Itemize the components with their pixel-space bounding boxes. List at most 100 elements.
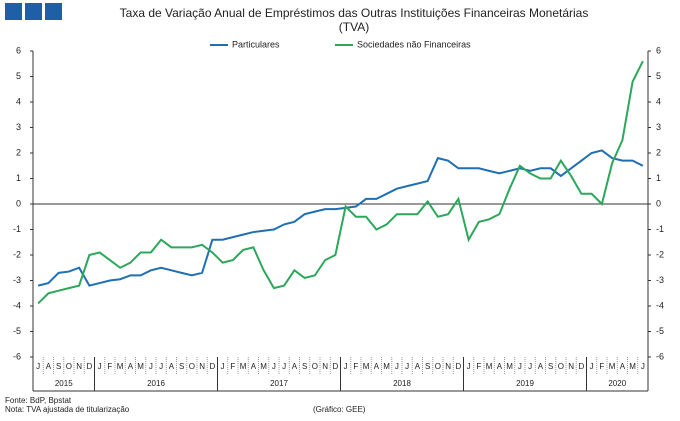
y-tick-label: 1 [16, 173, 21, 183]
x-tick-label: F [476, 362, 481, 371]
x-tick-label: J [395, 362, 399, 371]
x-tick-label: N [322, 362, 328, 371]
x-tick-label: D [209, 362, 215, 371]
x-tick-label: M [506, 362, 513, 371]
y2-tick-label: 2 [656, 147, 661, 157]
x-tick-label: N [199, 362, 205, 371]
x-tick-label: O [189, 362, 195, 371]
x-tick-label: A [620, 362, 626, 371]
x-tick-label: A [497, 362, 503, 371]
logo-square [25, 3, 42, 20]
year-label: 2016 [147, 379, 165, 388]
y2-tick-label: 4 [656, 96, 661, 106]
x-tick-label: O [558, 362, 564, 371]
y2-tick-label: 5 [656, 71, 661, 81]
y2-tick-label: 0 [656, 198, 661, 208]
x-tick-label: J [641, 362, 645, 371]
legend-label: Particulares [232, 39, 280, 49]
x-tick-label: F [107, 362, 112, 371]
x-tick-label: M [383, 362, 390, 371]
series-line [37, 149, 644, 287]
x-tick-label: S [179, 362, 184, 371]
y2-tick-label: -1 [656, 224, 664, 234]
y2-tick-label: -2 [656, 249, 664, 259]
x-tick-label: S [548, 362, 553, 371]
x-tick-label: D [332, 362, 338, 371]
x-tick-label: J [36, 362, 40, 371]
y2-tick-label: -4 [656, 300, 664, 310]
year-label: 2019 [516, 379, 534, 388]
x-tick-label: F [353, 362, 358, 371]
x-tick-label: O [435, 362, 441, 371]
x-tick-label: O [312, 362, 318, 371]
x-tick-label: F [599, 362, 604, 371]
x-tick-label: J [272, 362, 276, 371]
x-tick-label: A [169, 362, 175, 371]
x-tick-label: J [159, 362, 163, 371]
x-tick-label: M [260, 362, 267, 371]
y-tick-label: -5 [13, 326, 21, 336]
x-tick-label: A [128, 362, 134, 371]
y-tick-label: 0 [16, 198, 21, 208]
x-tick-label: J [282, 362, 286, 371]
y2-tick-label: -5 [656, 326, 664, 336]
x-tick-label: A [538, 362, 544, 371]
x-tick-label: S [425, 362, 430, 371]
x-tick-label: J [221, 362, 225, 371]
x-tick-label: N [568, 362, 574, 371]
x-tick-label: S [302, 362, 307, 371]
y2-tick-label: 6 [656, 45, 661, 55]
chart-subtitle: (TVA) [339, 20, 369, 34]
x-tick-label: M [629, 362, 636, 371]
x-tick-label: J [344, 362, 348, 371]
logo-square [45, 3, 62, 20]
year-label: 2020 [608, 379, 626, 388]
x-tick-label: A [292, 362, 298, 371]
x-tick-label: D [455, 362, 461, 371]
logo-square [5, 3, 22, 20]
x-tick-label: F [230, 362, 235, 371]
x-tick-label: A [415, 362, 421, 371]
y-tick-label: -4 [13, 300, 21, 310]
x-tick-label: M [240, 362, 247, 371]
year-label: 2017 [270, 379, 288, 388]
y-tick-label: 3 [16, 122, 21, 132]
y-tick-label: -1 [13, 224, 21, 234]
x-tick-label: M [117, 362, 124, 371]
x-tick-label: J [518, 362, 522, 371]
y2-tick-label: -6 [656, 351, 664, 361]
x-tick-label: D [86, 362, 92, 371]
y-tick-label: 6 [16, 45, 21, 55]
y-tick-label: -6 [13, 351, 21, 361]
x-tick-label: M [363, 362, 370, 371]
x-tick-label: J [590, 362, 594, 371]
x-tick-label: N [76, 362, 82, 371]
x-tick-label: J [528, 362, 532, 371]
legend-label: Sociedades não Financeiras [357, 39, 471, 49]
y2-tick-label: 1 [656, 173, 661, 183]
y-tick-label: 2 [16, 147, 21, 157]
x-tick-label: M [486, 362, 493, 371]
x-tick-label: J [405, 362, 409, 371]
x-tick-label: S [56, 362, 61, 371]
y-tick-label: -2 [13, 249, 21, 259]
year-label: 2018 [393, 379, 411, 388]
x-tick-label: J [149, 362, 153, 371]
y-tick-label: 5 [16, 71, 21, 81]
x-tick-label: O [66, 362, 72, 371]
y2-tick-label: 3 [656, 122, 661, 132]
x-tick-label: J [98, 362, 102, 371]
x-tick-label: N [445, 362, 451, 371]
x-tick-label: J [467, 362, 471, 371]
credit: (Gráfico: GEE) [313, 405, 366, 414]
x-tick-label: A [46, 362, 52, 371]
year-label: 2015 [55, 379, 73, 388]
series-line [37, 60, 644, 305]
chart-title: Taxa de Variação Anual de Empréstimos da… [120, 6, 589, 20]
y-tick-label: 4 [16, 96, 21, 106]
note: Nota: TVA ajustada de titularização [5, 405, 130, 414]
y2-tick-label: -3 [656, 275, 664, 285]
y-tick-label: -3 [13, 275, 21, 285]
x-tick-label: D [578, 362, 584, 371]
